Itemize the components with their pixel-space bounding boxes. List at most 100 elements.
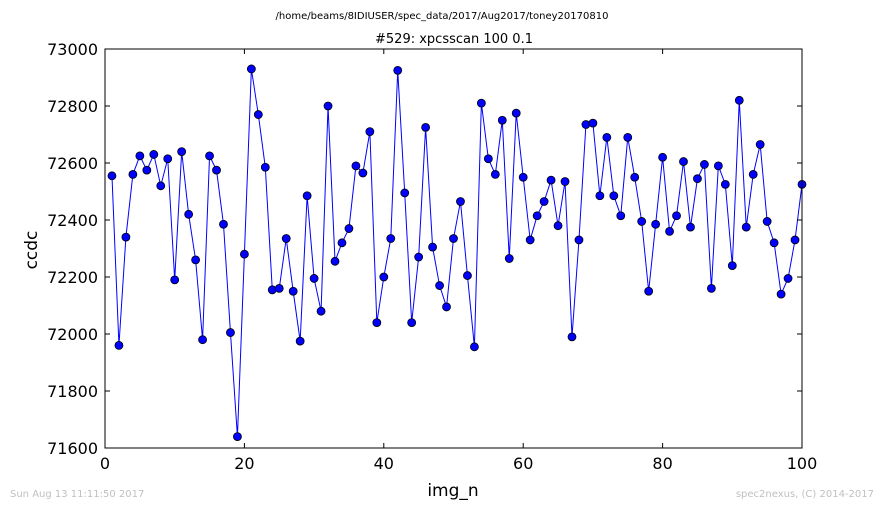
footer-timestamp: Sun Aug 13 11:11:50 2017 bbox=[10, 489, 145, 500]
data-point bbox=[212, 165, 221, 175]
chart-suptitle: /home/beams/8IDIUSER/spec_data/2017/Aug2… bbox=[276, 11, 609, 22]
data-point bbox=[114, 340, 124, 350]
data-point bbox=[741, 222, 751, 232]
y-tick-label: 72800 bbox=[47, 97, 98, 116]
data-point bbox=[358, 168, 368, 178]
data-point bbox=[128, 169, 138, 179]
data-point bbox=[616, 211, 626, 221]
data-point bbox=[679, 157, 688, 166]
data-point bbox=[351, 161, 361, 171]
data-point bbox=[686, 222, 695, 232]
data-point bbox=[393, 65, 403, 75]
data-point bbox=[421, 122, 431, 132]
chart-title: #529: xpcsscan 100 0.1 bbox=[375, 32, 533, 47]
data-point bbox=[344, 224, 354, 233]
data-point bbox=[525, 235, 535, 245]
y-axis-ticks: 71600 71800 72000 72200 72400 72600 72800 73000 bbox=[47, 40, 802, 458]
data-point bbox=[755, 140, 765, 149]
plot-frame bbox=[104, 48, 803, 449]
data-point bbox=[727, 261, 737, 271]
data-point bbox=[658, 152, 667, 162]
data-point bbox=[372, 318, 382, 328]
data-point bbox=[337, 238, 347, 248]
data-point bbox=[595, 191, 605, 201]
data-point bbox=[323, 101, 333, 111]
data-point bbox=[274, 283, 284, 293]
y-tick-label: 71600 bbox=[47, 439, 98, 458]
data-point bbox=[734, 95, 744, 105]
data-point bbox=[672, 211, 681, 221]
x-tick-label: 100 bbox=[787, 454, 818, 473]
data-point bbox=[239, 249, 249, 259]
data-point bbox=[121, 232, 131, 242]
data-point bbox=[435, 281, 444, 290]
y-tick-label: 71800 bbox=[47, 382, 98, 401]
data-point bbox=[205, 151, 214, 161]
series-polyline bbox=[111, 68, 803, 437]
y-axis-label: ccdc bbox=[22, 231, 42, 270]
data-point bbox=[630, 172, 640, 182]
x-tick-label: 0 bbox=[100, 454, 110, 473]
data-point bbox=[365, 127, 375, 137]
data-point bbox=[260, 162, 270, 172]
data-point bbox=[532, 211, 542, 221]
y-tick-label: 72000 bbox=[47, 325, 98, 344]
data-point bbox=[170, 275, 180, 285]
x-axis-ticks: 0 20 40 60 80 100 bbox=[100, 49, 817, 473]
data-point bbox=[483, 154, 493, 164]
data-point bbox=[560, 177, 570, 186]
data-point bbox=[693, 174, 702, 184]
data-point bbox=[414, 252, 424, 262]
data-point bbox=[191, 255, 201, 265]
data-point bbox=[700, 160, 709, 169]
data-point bbox=[156, 181, 166, 191]
x-tick-label: 80 bbox=[652, 454, 672, 473]
data-point bbox=[651, 219, 661, 229]
x-tick-label: 40 bbox=[374, 454, 394, 473]
data-point bbox=[107, 171, 117, 181]
data-point bbox=[637, 217, 647, 226]
data-point bbox=[602, 132, 612, 142]
data-point bbox=[149, 150, 159, 159]
data-point bbox=[713, 161, 723, 171]
data-point bbox=[288, 286, 298, 296]
data-point bbox=[518, 172, 528, 182]
data-point bbox=[665, 226, 674, 236]
data-point bbox=[644, 286, 654, 296]
data-point bbox=[720, 179, 730, 189]
x-tick-label: 60 bbox=[513, 454, 533, 473]
data-point bbox=[623, 132, 633, 142]
data-point bbox=[219, 219, 228, 229]
data-point bbox=[504, 254, 514, 263]
data-point bbox=[302, 191, 312, 201]
series-points bbox=[107, 64, 807, 442]
data-point bbox=[163, 154, 173, 164]
data-point bbox=[442, 302, 451, 312]
data-point bbox=[177, 147, 187, 157]
data-point bbox=[546, 175, 556, 185]
data-point bbox=[386, 234, 396, 243]
data-point bbox=[463, 271, 472, 280]
data-point bbox=[476, 98, 486, 108]
data-point bbox=[783, 274, 793, 283]
data-point bbox=[553, 221, 563, 231]
data-point bbox=[539, 197, 549, 206]
data-point bbox=[456, 197, 465, 206]
data-point bbox=[184, 209, 194, 219]
data-point bbox=[295, 336, 305, 346]
data-point bbox=[776, 289, 786, 299]
data-point bbox=[609, 191, 619, 201]
data-point bbox=[511, 108, 521, 118]
data-point bbox=[588, 118, 598, 128]
data-point bbox=[748, 169, 758, 179]
x-axis-label: img_n bbox=[427, 481, 478, 501]
y-tick-label: 72400 bbox=[47, 211, 98, 230]
y-tick-label: 73000 bbox=[47, 40, 98, 59]
data-point bbox=[233, 432, 242, 442]
data-point bbox=[309, 274, 319, 283]
data-point bbox=[142, 165, 152, 175]
data-point bbox=[470, 342, 479, 352]
data-point bbox=[762, 217, 772, 226]
data-point bbox=[449, 234, 458, 243]
data-point bbox=[497, 115, 507, 125]
